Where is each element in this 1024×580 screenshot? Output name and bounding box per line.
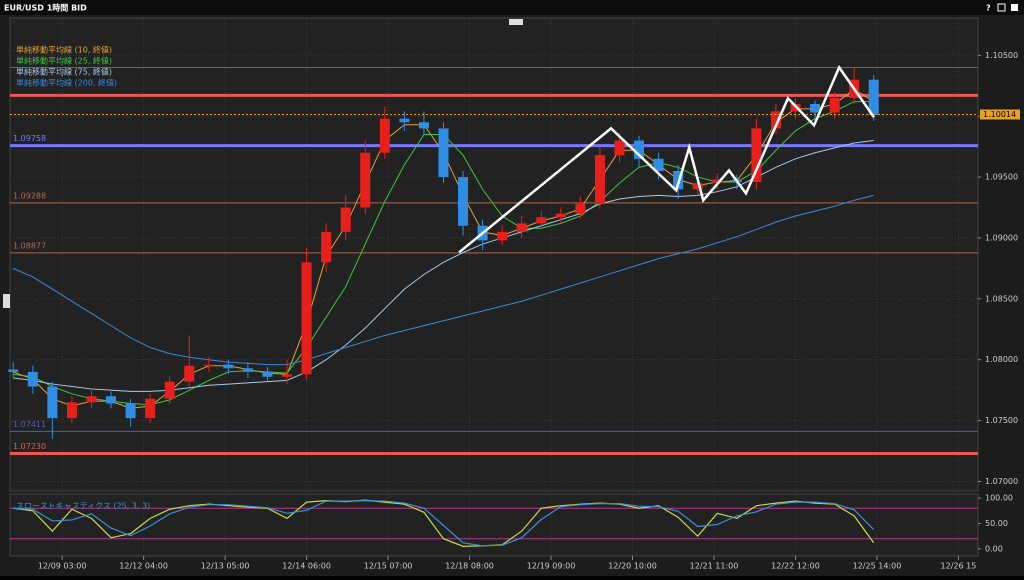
candle-body — [536, 217, 547, 224]
x-tick-label: 12/09 03:00 — [38, 562, 87, 571]
panel-title: スローストキャスティクス (25, 3, 3) — [16, 502, 150, 511]
candle-body — [555, 213, 566, 218]
x-tick-label: 12/12 04:00 — [119, 562, 168, 571]
candle-body — [27, 371, 38, 387]
x-tick-label: 12/22 12:00 — [771, 562, 820, 571]
level-label: 1.07411 — [13, 420, 46, 429]
maximize-button[interactable] — [997, 3, 1006, 12]
y-tick-label: 1.09000 — [985, 233, 1018, 242]
x-tick-label: 12/21 11:00 — [690, 562, 739, 571]
candle-body — [692, 183, 703, 190]
candle-body — [575, 203, 586, 214]
x-tick-label: 12/19 09:00 — [527, 562, 576, 571]
candle-body — [184, 365, 195, 382]
x-tick-label: 12/13 05:00 — [201, 562, 250, 571]
candle-body — [418, 122, 429, 129]
candle-body — [8, 369, 19, 372]
candle-body — [262, 371, 273, 377]
candle-body — [438, 128, 449, 178]
stoch-line — [13, 500, 875, 547]
candle-body — [360, 152, 371, 208]
candle-body — [458, 177, 469, 226]
x-tick-label: 12/25 14:00 — [853, 562, 902, 571]
candle-body — [399, 118, 410, 123]
candle-body — [321, 231, 332, 263]
candle-body — [497, 231, 508, 241]
moving-average — [13, 140, 874, 392]
candle-body — [594, 155, 605, 204]
candle-body — [770, 111, 781, 129]
y-tick-label: 0.00 — [985, 544, 1003, 553]
x-tick-label: 12/15 07:00 — [364, 562, 413, 571]
legend-entry: 単純移動平均線 (75, 終値) — [16, 67, 112, 77]
moving-average — [13, 194, 874, 366]
candle-body — [106, 396, 117, 404]
candle-body — [634, 140, 645, 159]
last-price-label: 1.10014 — [983, 110, 1016, 119]
y-tick-label: 1.07000 — [985, 477, 1018, 486]
legend-entry: 単純移動平均線 (200, 終値) — [16, 78, 117, 88]
candle-body — [47, 386, 58, 419]
y-tick-label: 1.07500 — [985, 416, 1018, 425]
candle-body — [203, 364, 214, 366]
level-label: 1.09288 — [13, 191, 46, 200]
candle-body — [516, 223, 527, 232]
candle-body — [868, 79, 879, 115]
level-label: 1.07230 — [13, 442, 46, 451]
legend-entry: 単純移動平均線 (10, 終値) — [16, 45, 112, 55]
y-tick-label: 50.00 — [985, 519, 1008, 528]
candle-body — [223, 364, 234, 369]
stoch-line — [13, 499, 875, 547]
candle-body — [379, 118, 390, 153]
candle-body — [751, 128, 762, 182]
candle-body — [810, 104, 821, 113]
candle-body — [301, 262, 312, 375]
trend-drawing — [458, 64, 876, 254]
y-tick-label: 100.00 — [985, 494, 1013, 503]
y-tick-label: 1.09500 — [985, 173, 1018, 182]
candle-body — [86, 396, 97, 403]
candle-body — [125, 403, 136, 419]
side-tab[interactable] — [3, 294, 10, 308]
candle-body — [66, 402, 77, 419]
candle-body — [164, 381, 175, 399]
y-tick-label: 1.10500 — [985, 51, 1018, 60]
close-button[interactable] — [1011, 4, 1018, 11]
window-title: EUR/USD 1時間 BID — [4, 3, 87, 13]
plot: 1.105001.100001.095001.090001.085001.080… — [8, 20, 1020, 571]
candle-body — [145, 398, 156, 419]
candle-body — [614, 140, 625, 156]
y-tick-label: 1.08000 — [985, 355, 1018, 364]
legend-entry: 単純移動平均線 (25, 終値) — [16, 56, 112, 66]
candle-body — [653, 158, 664, 171]
x-tick-label: 12/26 15 — [941, 562, 977, 571]
candle-body — [282, 374, 293, 377]
level-label: 1.09758 — [13, 134, 46, 143]
level-label: 1.08877 — [13, 241, 46, 250]
x-tick-label: 12/18 08:00 — [445, 562, 494, 571]
last-price-box — [980, 109, 1020, 120]
price-panel — [9, 17, 979, 492]
x-tick-label: 12/14 06:00 — [282, 562, 331, 571]
y-tick-label: 1.08500 — [985, 294, 1018, 303]
candle-body — [340, 207, 351, 232]
candle-body — [712, 179, 723, 184]
help-button[interactable]: ? — [986, 4, 991, 13]
x-tick-label: 12/20 10:00 — [608, 562, 657, 571]
candle-body — [242, 368, 253, 372]
candle-body — [829, 97, 840, 113]
collapse-tab[interactable] — [509, 19, 523, 25]
title-bar — [0, 0, 1024, 15]
